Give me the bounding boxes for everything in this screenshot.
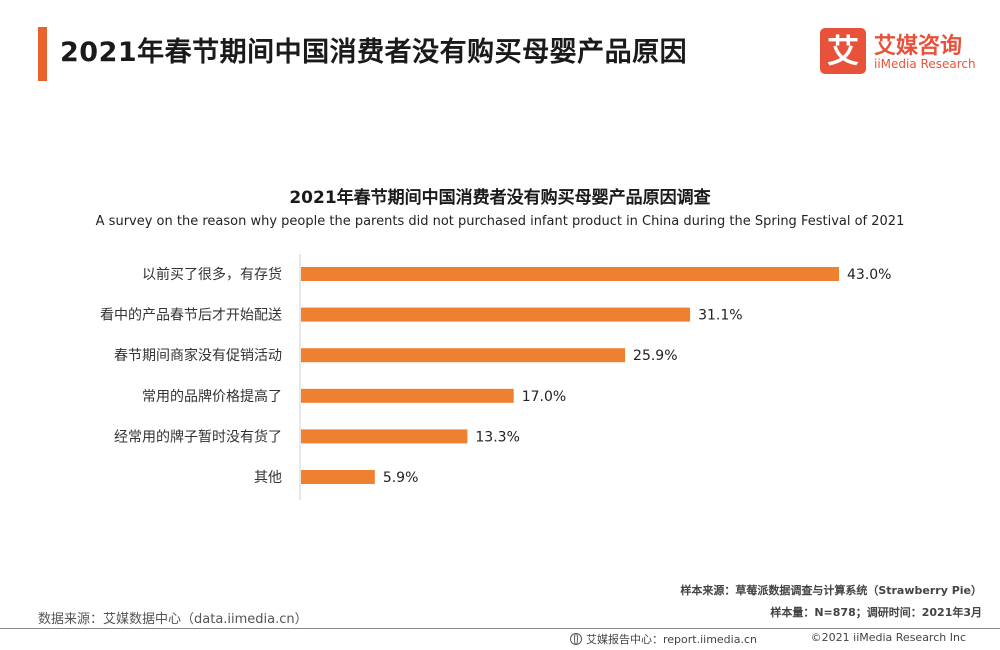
value-label: 17.0% xyxy=(522,389,566,405)
globe-icon xyxy=(570,633,582,645)
bar-chart: 以前买了很多，有存货 43.0% 看中的产品春节后才开始配送 31.1% 春节期间商家没… xyxy=(100,254,891,500)
category-label: 经常用的牌子暂时没有货了 xyxy=(114,428,282,445)
category-label: 看中的产品春节后才开始配送 xyxy=(100,308,282,324)
category-label: 常用的品牌价格提高了 xyxy=(142,388,282,405)
value-label: 25.9% xyxy=(633,348,677,364)
logo-name-cn: 艾媒咨询 xyxy=(874,34,963,59)
value-label: 13.3% xyxy=(475,429,519,445)
sample-source-note: 样本来源：草莓派数据调查与计算系统（Strawberry Pie） xyxy=(680,584,982,597)
report-center-link[interactable]: 艾媒报告中心：report.iimedia.cn xyxy=(570,631,757,647)
chart-title: 2021年春节期间中国消费者没有购买母婴产品原因调查 xyxy=(289,188,711,208)
category-label: 春节期间商家没有促销活动 xyxy=(114,347,282,364)
data-source: 数据来源：艾媒数据中心（data.iimedia.cn） xyxy=(38,612,308,627)
category-label: 以前买了很多，有存货 xyxy=(142,266,282,283)
iimedia-logo: 艾 艾媒咨询 iiMedia Research xyxy=(820,28,990,78)
chart-subtitle: A survey on the reason why people the pa… xyxy=(95,214,905,229)
bar xyxy=(301,429,468,444)
bar xyxy=(301,307,691,322)
value-label: 43.0% xyxy=(847,267,891,283)
title-accent-bar xyxy=(38,27,47,81)
category-label: 其他 xyxy=(254,470,282,486)
value-label: 5.9% xyxy=(383,470,419,486)
logo-mark: 艾 xyxy=(820,28,866,74)
logo-name-en: iiMedia Research xyxy=(874,57,976,71)
bar xyxy=(301,267,839,281)
bar xyxy=(301,348,626,363)
sample-size-note: 样本量：N=878；调研时间：2021年3月 xyxy=(770,606,982,619)
copyright: ©2021 iiMedia Research Inc xyxy=(810,631,966,644)
page-title: 2021年春节期间中国消费者没有购买母婴产品原因 xyxy=(60,37,688,68)
value-label: 31.1% xyxy=(698,308,742,324)
bar xyxy=(301,470,375,484)
footer-divider xyxy=(0,628,1000,629)
bar xyxy=(301,388,514,403)
report-center-text: 艾媒报告中心：report.iimedia.cn xyxy=(586,633,757,646)
